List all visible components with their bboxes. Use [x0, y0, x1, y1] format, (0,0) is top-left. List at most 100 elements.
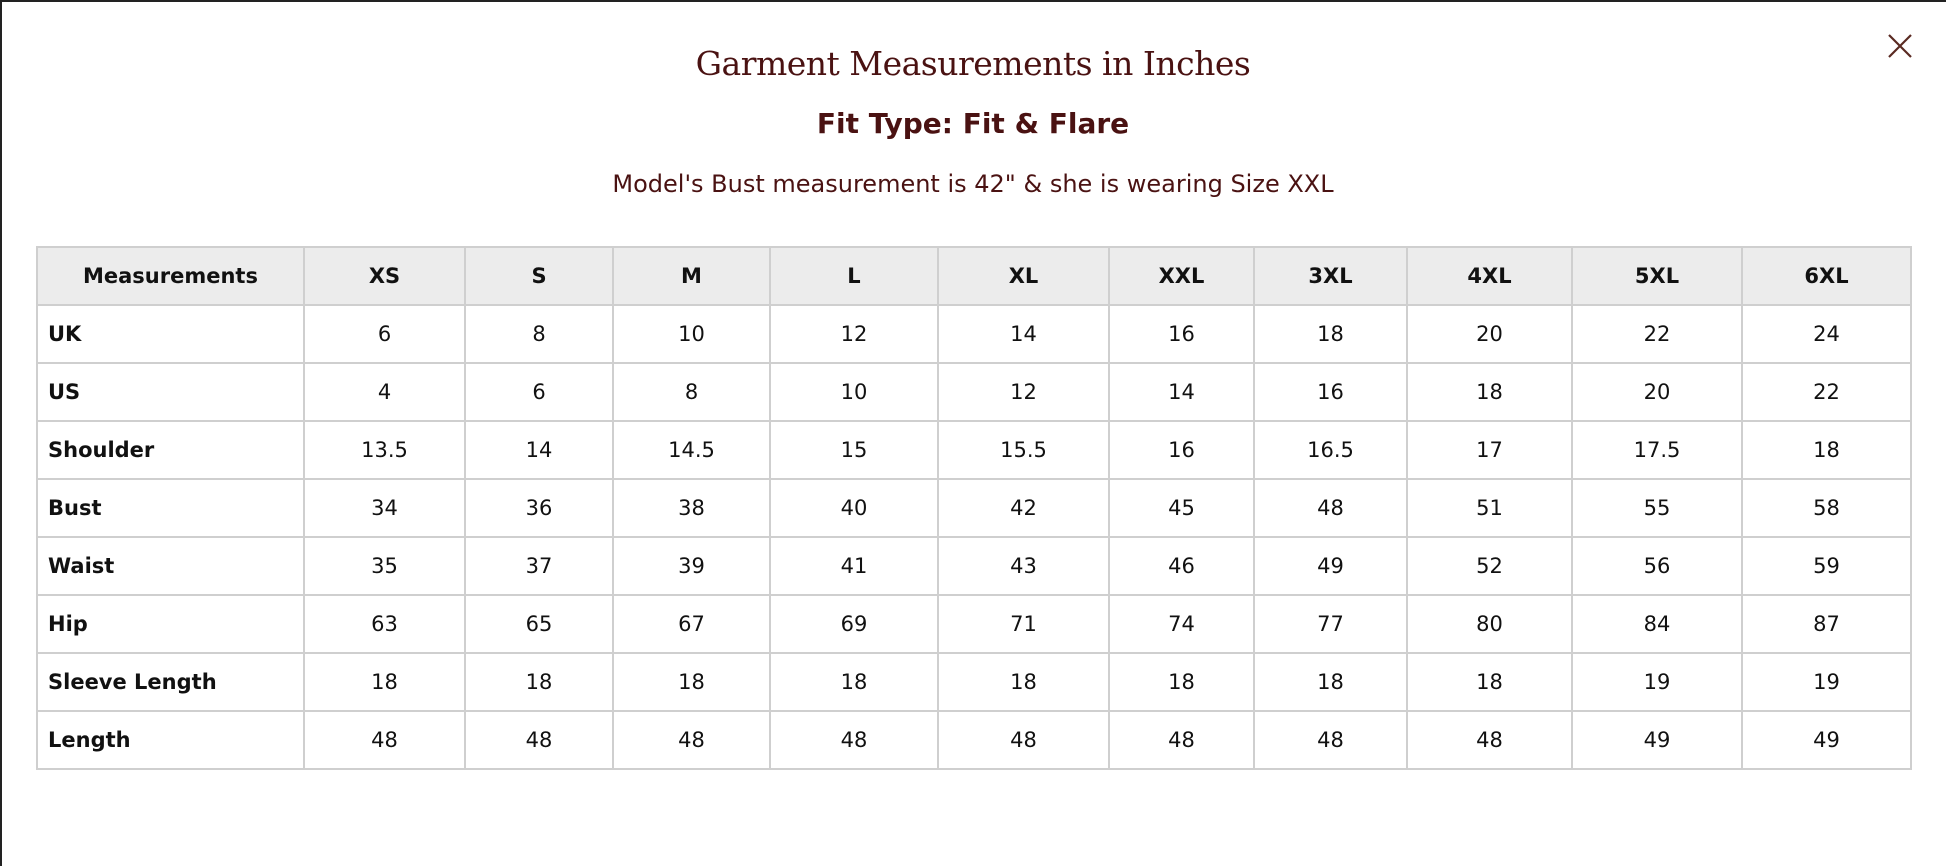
- table-cell: 6: [303, 304, 466, 364]
- column-header-size: M: [612, 246, 771, 306]
- table-row: Shoulder 13.5 14 14.5 15 15.5 16 16.5 17 17.5 18: [36, 420, 1912, 480]
- table-cell: 20: [1406, 304, 1573, 364]
- table-cell: 18: [1253, 304, 1408, 364]
- table-cell: 16: [1253, 362, 1408, 422]
- column-header-size: S: [464, 246, 614, 306]
- column-header-size: 6XL: [1741, 246, 1912, 306]
- column-header-size: XXL: [1108, 246, 1255, 306]
- close-icon: [1888, 34, 1912, 58]
- table-cell: 12: [937, 362, 1110, 422]
- table-cell: 63: [303, 594, 466, 654]
- table-cell: 49: [1253, 536, 1408, 596]
- table-cell: 40: [769, 478, 939, 538]
- table-cell: 71: [937, 594, 1110, 654]
- table-cell: 18: [1406, 362, 1573, 422]
- table-cell: 8: [612, 362, 771, 422]
- row-label: Hip: [36, 594, 305, 654]
- table-cell: 56: [1571, 536, 1743, 596]
- model-note: Model's Bust measurement is 42" & she is…: [612, 170, 1334, 198]
- table-cell: 84: [1571, 594, 1743, 654]
- column-header-size: XS: [303, 246, 466, 306]
- table-cell: 67: [612, 594, 771, 654]
- table-row: Sleeve Length 18 18 18 18 18 18 18 18 19 19: [36, 652, 1912, 712]
- table-cell: 18: [937, 652, 1110, 712]
- table-cell: 65: [464, 594, 614, 654]
- table-cell: 18: [303, 652, 466, 712]
- table-cell: 18: [1741, 420, 1912, 480]
- row-label: Bust: [36, 478, 305, 538]
- table-cell: 19: [1741, 652, 1912, 712]
- table-cell: 34: [303, 478, 466, 538]
- table-cell: 45: [1108, 478, 1255, 538]
- table-row: Length 48 48 48 48 48 48 48 48 49 49: [36, 710, 1912, 770]
- table-cell: 48: [1108, 710, 1255, 770]
- table-cell: 38: [612, 478, 771, 538]
- table-row: UK 6 8 10 12 14 16 18 20 22 24: [36, 304, 1912, 364]
- table-cell: 46: [1108, 536, 1255, 596]
- table-cell: 16.5: [1253, 420, 1408, 480]
- table-cell: 37: [464, 536, 614, 596]
- table-cell: 69: [769, 594, 939, 654]
- row-label: Waist: [36, 536, 305, 596]
- table-cell: 43: [937, 536, 1110, 596]
- table-cell: 14.5: [612, 420, 771, 480]
- table-cell: 10: [769, 362, 939, 422]
- table-cell: 14: [937, 304, 1110, 364]
- table-cell: 6: [464, 362, 614, 422]
- column-header-size: 5XL: [1571, 246, 1743, 306]
- table-cell: 15.5: [937, 420, 1110, 480]
- table-cell: 12: [769, 304, 939, 364]
- table-cell: 22: [1741, 362, 1912, 422]
- column-header-size: XL: [937, 246, 1110, 306]
- table-cell: 36: [464, 478, 614, 538]
- table-cell: 80: [1406, 594, 1573, 654]
- table-cell: 74: [1108, 594, 1255, 654]
- table-cell: 10: [612, 304, 771, 364]
- table-cell: 18: [464, 652, 614, 712]
- table-cell: 48: [769, 710, 939, 770]
- table-cell: 48: [612, 710, 771, 770]
- row-label: US: [36, 362, 305, 422]
- table-cell: 48: [1253, 478, 1408, 538]
- table-cell: 18: [1253, 652, 1408, 712]
- row-label: Shoulder: [36, 420, 305, 480]
- window-border-top: [0, 0, 1946, 2]
- column-header-size: L: [769, 246, 939, 306]
- table-cell: 51: [1406, 478, 1573, 538]
- table-cell: 39: [612, 536, 771, 596]
- row-label: Sleeve Length: [36, 652, 305, 712]
- table-cell: 59: [1741, 536, 1912, 596]
- table-row: Bust 34 36 38 40 42 45 48 51 55 58: [36, 478, 1912, 538]
- table-cell: 16: [1108, 304, 1255, 364]
- window-border-left: [0, 0, 2, 866]
- table-cell: 41: [769, 536, 939, 596]
- table-cell: 48: [1406, 710, 1573, 770]
- table-cell: 49: [1571, 710, 1743, 770]
- table-cell: 35: [303, 536, 466, 596]
- modal-title: Garment Measurements in Inches: [695, 44, 1251, 83]
- table-cell: 87: [1741, 594, 1912, 654]
- table-cell: 52: [1406, 536, 1573, 596]
- table-cell: 14: [464, 420, 614, 480]
- table-cell: 20: [1571, 362, 1743, 422]
- table-cell: 18: [612, 652, 771, 712]
- column-header-size: 3XL: [1253, 246, 1408, 306]
- table-cell: 55: [1571, 478, 1743, 538]
- table-cell: 18: [1406, 652, 1573, 712]
- row-label: UK: [36, 304, 305, 364]
- table-cell: 4: [303, 362, 466, 422]
- table-cell: 8: [464, 304, 614, 364]
- table-row: Waist 35 37 39 41 43 46 49 52 56 59: [36, 536, 1912, 596]
- table-cell: 49: [1741, 710, 1912, 770]
- table-cell: 17.5: [1571, 420, 1743, 480]
- fit-type-heading: Fit Type: Fit & Flare: [816, 107, 1130, 140]
- table-cell: 22: [1571, 304, 1743, 364]
- table-cell: 14: [1108, 362, 1255, 422]
- table-cell: 42: [937, 478, 1110, 538]
- close-button[interactable]: [1884, 30, 1916, 62]
- table-cell: 48: [464, 710, 614, 770]
- size-chart-table: Measurements XS S M L XL XXL 3XL 4XL 5XL 6XL UK 6 8 1…: [36, 246, 1912, 770]
- row-label: Length: [36, 710, 305, 770]
- table-cell: 18: [1108, 652, 1255, 712]
- table-cell: 15: [769, 420, 939, 480]
